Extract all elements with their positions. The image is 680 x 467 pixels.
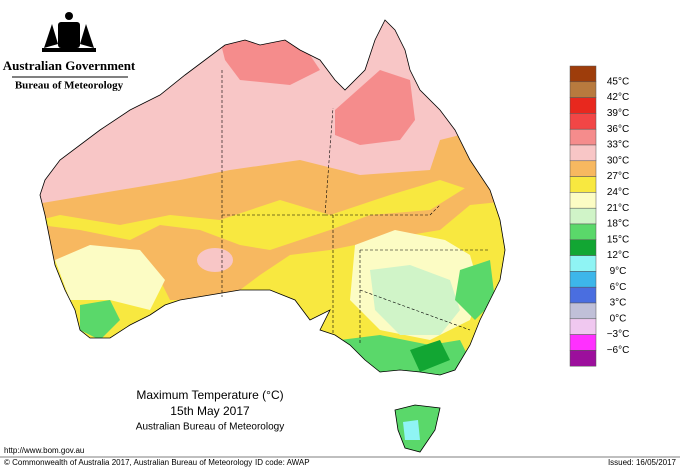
legend-swatch — [569, 334, 597, 351]
url: http://www.bom.gov.au — [4, 446, 84, 455]
legend-swatch — [569, 97, 597, 114]
legend-label: −3°C — [607, 329, 630, 340]
legend-label: 33°C — [607, 140, 629, 151]
legend-label: 0°C — [610, 313, 627, 324]
legend: 45°C 42°C 39°C 36°C 33°C 30°C 27°C 24°C 21°C 18°C… — [569, 65, 630, 367]
legend-label: 45°C — [607, 76, 629, 87]
legend-label: 27°C — [607, 171, 629, 182]
bureau-name: Bureau of Meteorology — [15, 80, 124, 92]
legend-label: 15°C — [607, 234, 629, 245]
legend-swatch — [569, 286, 597, 304]
coastline — [39, 19, 506, 376]
legend-label: 18°C — [607, 219, 629, 230]
legend-swatch — [569, 302, 597, 320]
government-name: Australian Government — [3, 58, 136, 73]
legend-label: 12°C — [607, 250, 629, 261]
legend-swatch — [569, 318, 597, 335]
legend-label: 9°C — [610, 266, 627, 277]
legend-swatch — [569, 160, 597, 177]
legend-label: 39°C — [607, 108, 629, 119]
legend-label: 3°C — [610, 298, 627, 309]
map-date: 15th May 2017 — [170, 404, 250, 418]
map-source: Australian Bureau of Meteorology — [136, 422, 284, 433]
copyright: © Commonwealth of Australia 2017, Austra… — [4, 458, 252, 467]
legend-swatch — [569, 223, 597, 241]
legend-label: 30°C — [607, 155, 629, 166]
legend-swatch — [569, 192, 597, 209]
coat-of-arms — [42, 12, 96, 52]
legend-label: 24°C — [607, 187, 629, 198]
legend-swatch — [569, 113, 597, 130]
legend-swatch — [569, 65, 597, 83]
legend-swatch — [569, 128, 597, 146]
issued-date: Issued: 16/05/2017 — [608, 458, 677, 467]
legend-label: 6°C — [610, 282, 627, 293]
legend-label: −6°C — [607, 345, 630, 356]
legend-swatch — [569, 271, 597, 288]
id-code: ID code: AWAP — [255, 458, 310, 467]
legend-swatch — [569, 81, 597, 98]
legend-swatch — [569, 255, 597, 272]
legend-swatch — [569, 207, 597, 225]
state-borders — [221, 70, 490, 345]
map-title: Maximum Temperature (°C) — [136, 388, 283, 402]
legend-swatch — [569, 350, 597, 367]
legend-label: 36°C — [607, 124, 629, 135]
legend-label: 21°C — [607, 203, 629, 214]
legend-swatch — [569, 176, 597, 193]
legend-label: 42°C — [607, 92, 629, 103]
legend-swatch — [569, 144, 597, 162]
legend-swatch — [569, 239, 597, 256]
tasmania-cold — [403, 420, 420, 440]
